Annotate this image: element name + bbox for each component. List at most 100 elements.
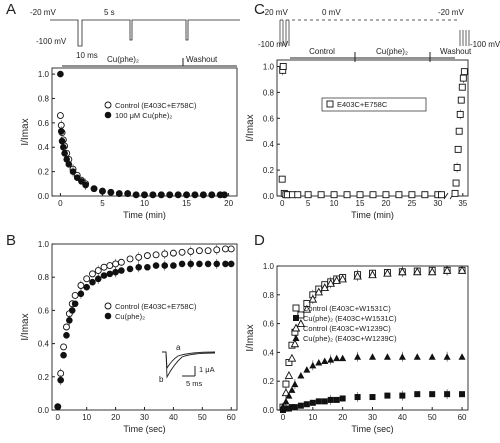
data-point — [315, 398, 322, 405]
inset-current-trace: a b 5 ms 1 μA — [159, 343, 216, 388]
panel-letter: D — [254, 232, 265, 249]
y-tick-label: 0.4 — [38, 340, 50, 349]
legend: E403C+E758C — [321, 97, 427, 112]
data-point — [60, 343, 68, 351]
data-point — [339, 395, 346, 402]
legend-label: Control (E403C+E758C) — [115, 101, 197, 110]
y-axis-label: I/Imax — [20, 313, 31, 340]
data-point — [369, 191, 377, 199]
data-point — [384, 392, 391, 399]
protocol-A: -20 mV -100 mV 10 ms 5 s Cu(phe)₂ Washout — [30, 8, 240, 67]
x-tick-label: 60 — [227, 413, 236, 422]
data-point — [161, 250, 169, 258]
data-point — [353, 271, 362, 280]
y-tick-label: 0.4 — [263, 140, 275, 149]
x-tick-label: 10 — [140, 199, 149, 208]
data-point — [458, 83, 466, 91]
data-point — [195, 247, 203, 255]
panel-letter: C — [254, 1, 265, 18]
data-point — [135, 263, 143, 271]
y-tick-label: 0.0 — [263, 406, 275, 415]
data-point — [453, 164, 461, 171]
x-tick-label: 10 — [330, 199, 339, 208]
data-point — [90, 185, 98, 192]
protocol-trace — [50, 19, 240, 47]
scale-bar-time-label: 5 ms — [186, 379, 203, 388]
legend-marker — [292, 304, 300, 312]
data-point — [398, 267, 407, 276]
panel-letter: B — [6, 232, 16, 249]
step-potential-label: -100 mV — [36, 37, 67, 46]
data-point — [442, 265, 452, 274]
legend-marker — [104, 101, 112, 109]
legend-marker — [104, 312, 112, 320]
y-tick-label: 0.2 — [263, 377, 275, 386]
data-point — [100, 272, 108, 279]
legend-label: Cu(phe)₂ — [115, 312, 145, 321]
y-tick-label: 0.8 — [38, 273, 50, 282]
data-point — [68, 307, 76, 314]
data-point — [106, 270, 114, 278]
data-point — [290, 339, 300, 348]
data-point — [124, 190, 131, 197]
data-point — [191, 191, 199, 199]
series-2 — [57, 70, 228, 199]
data-point — [94, 275, 102, 283]
y-tick-label: 0.6 — [263, 114, 275, 123]
data-point — [343, 191, 351, 199]
data-point — [135, 253, 143, 261]
panel-A: 0 5 10 15 20 0.0 0.2 0.4 0.6 0.8 1.0 Time (min) I/Im… — [6, 1, 238, 220]
legend-marker — [292, 334, 300, 341]
data-point — [429, 391, 436, 398]
series-1 — [278, 63, 468, 199]
data-point — [408, 191, 416, 199]
data-point — [428, 353, 436, 360]
data-point — [152, 262, 160, 269]
x-tick-label: 0 — [280, 199, 285, 208]
x-tick-label: 30 — [368, 413, 377, 422]
legend-box — [321, 97, 427, 112]
y-tick-label: 1.0 — [38, 240, 50, 249]
data-point — [455, 127, 463, 135]
data-point — [291, 404, 298, 411]
y-axis-label: I/Imax — [20, 118, 31, 145]
x-tick-label: 10 — [82, 413, 91, 422]
data-point — [333, 354, 341, 362]
x-tick-label: 0 — [58, 199, 63, 208]
data-point — [115, 190, 123, 197]
legend-marker — [291, 323, 301, 332]
data-point — [63, 331, 70, 339]
data-point — [58, 137, 66, 145]
legend-marker — [293, 315, 299, 321]
data-point — [383, 353, 391, 360]
y-tick-label: 0.4 — [263, 348, 275, 357]
data-point — [94, 267, 102, 275]
plot-frame — [276, 59, 469, 197]
y-tick-label: 1.0 — [38, 70, 50, 79]
x-axis-label: Time (min) — [123, 210, 166, 220]
zero-potential-label: 0 mV — [322, 8, 341, 17]
data-point — [178, 260, 186, 268]
data-point — [221, 245, 229, 253]
x-tick-label: 50 — [198, 413, 207, 422]
x-tick-label: 40 — [398, 413, 407, 422]
y-tick-label: 0.0 — [38, 406, 50, 415]
data-point — [100, 263, 108, 271]
x-tick-label: 0 — [281, 413, 286, 422]
data-point — [57, 376, 64, 384]
data-point — [213, 260, 221, 268]
data-point — [332, 275, 341, 284]
data-point — [459, 74, 467, 82]
y-tick-label: 0.4 — [38, 143, 50, 152]
data-point — [317, 191, 325, 199]
treatment-label: Cu(phe)₂ — [107, 55, 139, 64]
data-point — [398, 353, 406, 360]
x-tick-label: 5 — [306, 199, 311, 208]
data-point — [414, 391, 421, 398]
data-point — [71, 300, 79, 308]
data-point — [169, 249, 177, 257]
data-point — [288, 386, 296, 393]
data-point — [330, 191, 338, 199]
data-point — [196, 260, 203, 268]
